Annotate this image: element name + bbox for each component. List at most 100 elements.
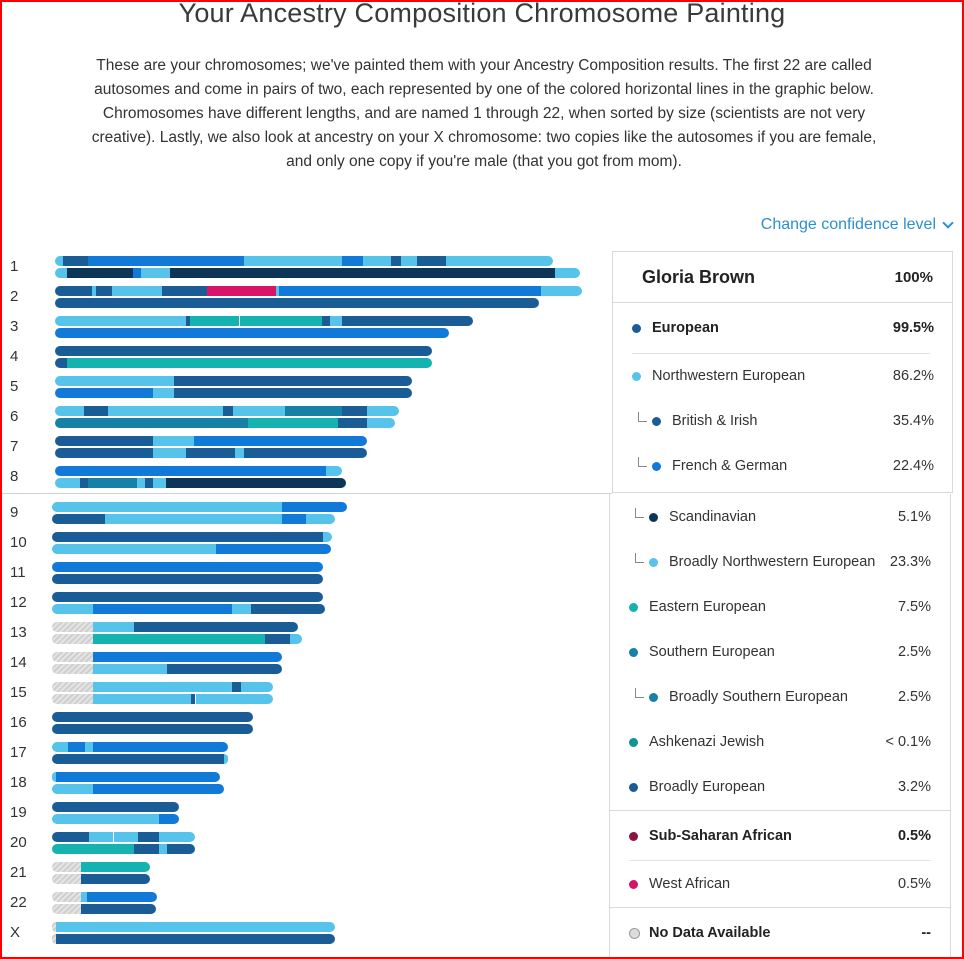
ancestry-segment[interactable] <box>56 934 163 944</box>
ancestry-segment[interactable] <box>268 256 342 266</box>
ancestry-segment[interactable] <box>169 448 187 458</box>
ancestry-segment[interactable] <box>169 268 326 278</box>
ancestry-segment[interactable] <box>284 406 342 416</box>
ancestry-segment[interactable] <box>52 562 159 572</box>
chromosome-strand[interactable] <box>55 298 539 308</box>
chromosome-strand[interactable] <box>52 802 180 812</box>
ancestry-segment[interactable] <box>55 466 146 476</box>
ancestry-segment[interactable] <box>55 436 154 446</box>
ancestry-segment[interactable] <box>56 772 89 782</box>
ancestry-segment[interactable] <box>239 316 322 326</box>
ancestry-segment[interactable] <box>52 634 93 644</box>
ancestry-segment[interactable] <box>55 268 68 278</box>
chromosome-strand[interactable] <box>52 562 323 572</box>
ancestry-segment[interactable] <box>191 694 196 704</box>
ancestry-segment[interactable] <box>227 298 539 308</box>
ancestry-segment[interactable] <box>153 358 433 368</box>
chromosome-strand[interactable] <box>55 358 433 368</box>
ancestry-segment[interactable] <box>265 634 290 644</box>
chromosome-strand[interactable] <box>55 478 347 488</box>
ancestry-segment[interactable] <box>52 742 69 752</box>
ancestry-segment[interactable] <box>68 742 85 752</box>
ancestry-segment[interactable] <box>52 784 89 794</box>
population-row[interactable]: European 99.5% <box>0 320 964 340</box>
ancestry-segment[interactable] <box>289 634 303 644</box>
ancestry-segment[interactable] <box>52 532 134 542</box>
ancestry-segment[interactable] <box>125 604 233 614</box>
chromosome-strand[interactable] <box>52 784 225 794</box>
ancestry-segment[interactable] <box>79 478 88 488</box>
population-row[interactable]: Southern European 2.5% <box>0 644 964 664</box>
chromosome-strand[interactable] <box>52 634 303 644</box>
ancestry-segment[interactable] <box>52 604 93 614</box>
chromosome-strand[interactable] <box>52 934 335 944</box>
ancestry-segment[interactable] <box>52 682 93 692</box>
ancestry-segment[interactable] <box>91 286 96 296</box>
ancestry-segment[interactable] <box>93 664 167 674</box>
chromosome-strand[interactable] <box>52 544 331 554</box>
ancestry-segment[interactable] <box>67 268 133 278</box>
ancestry-segment[interactable] <box>162 922 335 932</box>
ancestry-segment[interactable] <box>223 406 233 416</box>
ancestry-segment[interactable] <box>165 478 347 488</box>
ancestry-segment[interactable] <box>55 448 154 458</box>
ancestry-segment[interactable] <box>145 478 154 488</box>
population-row[interactable]: Broadly Northwestern European 23.3% <box>0 553 964 574</box>
chromosome-strand[interactable] <box>55 286 583 296</box>
ancestry-segment[interactable] <box>101 742 229 752</box>
ancestry-segment[interactable] <box>366 406 400 416</box>
ancestry-segment[interactable] <box>112 286 162 296</box>
ancestry-segment[interactable] <box>417 256 447 266</box>
ancestry-segment[interactable] <box>80 874 151 884</box>
ancestry-segment[interactable] <box>52 592 126 602</box>
ancestry-segment[interactable] <box>55 316 187 326</box>
ancestry-segment[interactable] <box>186 448 236 458</box>
ancestry-segment[interactable] <box>306 514 335 524</box>
ancestry-segment[interactable] <box>52 814 159 824</box>
ancestry-segment[interactable] <box>362 256 392 266</box>
ancestry-segment[interactable] <box>158 844 167 854</box>
ancestry-segment[interactable] <box>93 634 266 644</box>
ancestry-segment[interactable] <box>93 652 282 662</box>
ancestry-segment[interactable] <box>342 316 474 326</box>
ancestry-segment[interactable] <box>88 772 221 782</box>
ancestry-segment[interactable] <box>93 622 134 632</box>
chromosome-strand[interactable] <box>52 772 221 782</box>
ancestry-segment[interactable] <box>158 832 196 842</box>
ancestry-segment[interactable] <box>52 514 106 524</box>
ancestry-segment[interactable] <box>232 604 239 614</box>
ancestry-segment[interactable] <box>52 712 134 722</box>
ancestry-segment[interactable] <box>322 532 333 542</box>
ancestry-segment[interactable] <box>138 832 159 842</box>
ancestry-segment[interactable] <box>243 448 367 458</box>
chromosome-strand[interactable] <box>52 604 326 614</box>
ancestry-segment[interactable] <box>52 622 93 632</box>
ancestry-segment[interactable] <box>87 256 244 266</box>
ancestry-segment[interactable] <box>52 862 81 872</box>
chromosome-strand[interactable] <box>52 574 323 584</box>
ancestry-segment[interactable] <box>55 256 64 266</box>
chromosome-strand[interactable] <box>55 328 449 338</box>
ancestry-segment[interactable] <box>80 904 157 914</box>
ancestry-segment[interactable] <box>93 694 192 704</box>
ancestry-segment[interactable] <box>247 418 338 428</box>
ancestry-segment[interactable] <box>55 298 228 308</box>
ancestry-segment[interactable] <box>166 844 196 854</box>
chromosome-strand[interactable] <box>52 622 298 632</box>
ancestry-segment[interactable] <box>87 478 137 488</box>
ancestry-segment[interactable] <box>52 502 151 512</box>
ancestry-segment[interactable] <box>52 934 57 944</box>
chromosome-strand[interactable] <box>52 832 196 842</box>
ancestry-segment[interactable] <box>231 418 248 428</box>
ancestry-segment[interactable] <box>158 574 323 584</box>
chromosome-strand[interactable] <box>52 712 253 722</box>
ancestry-segment[interactable] <box>141 268 170 278</box>
population-row[interactable]: Broadly Southern European 2.5% <box>0 688 964 709</box>
chromosome-strand[interactable] <box>52 862 151 872</box>
chromosome-strand[interactable] <box>52 922 335 932</box>
ancestry-segment[interactable] <box>134 844 159 854</box>
chromosome-strand[interactable] <box>52 892 157 902</box>
ancestry-segment[interactable] <box>153 436 170 446</box>
chromosome-strand[interactable] <box>55 436 367 446</box>
ancestry-segment[interactable] <box>370 418 396 428</box>
